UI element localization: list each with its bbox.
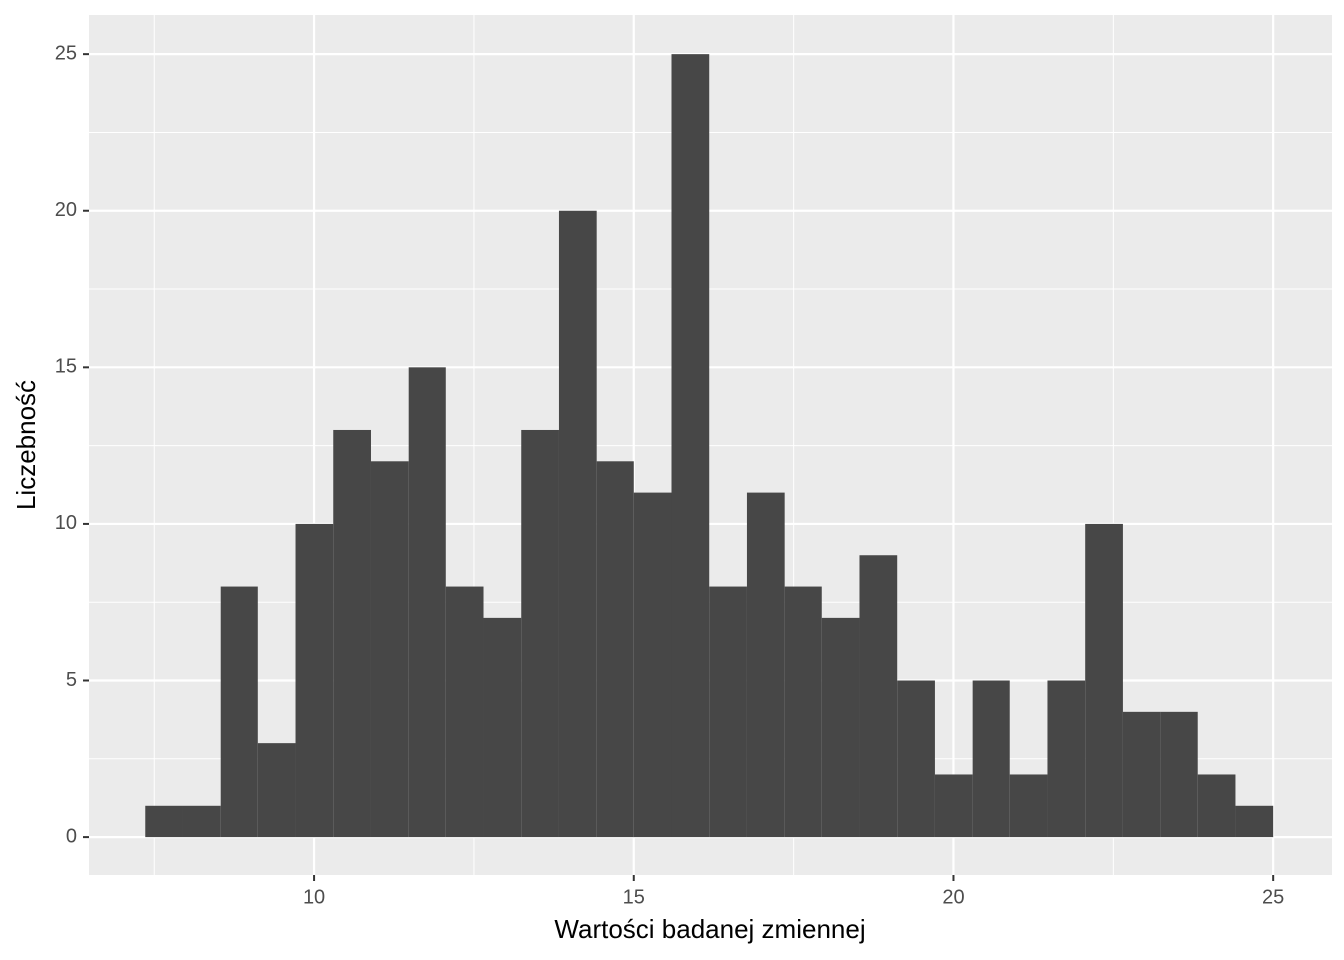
bar	[220, 586, 258, 838]
x-tick-label: 10	[303, 886, 325, 908]
bar	[821, 617, 860, 838]
bar	[1085, 523, 1123, 838]
bar	[295, 523, 334, 838]
bar	[408, 367, 446, 838]
bar	[521, 429, 559, 838]
bar	[1235, 805, 1274, 838]
bar	[1009, 774, 1048, 838]
y-tick-label: 20	[55, 199, 77, 221]
bar	[671, 54, 710, 838]
bar	[633, 492, 672, 838]
bar	[934, 774, 973, 838]
bar	[1197, 774, 1236, 838]
y-tick-label: 10	[55, 512, 77, 534]
bar	[257, 743, 296, 838]
y-tick-label: 15	[55, 356, 77, 378]
bar	[445, 586, 484, 838]
x-tick-label: 25	[1262, 886, 1284, 908]
bar	[145, 805, 183, 838]
bar	[596, 461, 634, 838]
x-axis-title: Wartości badanej zmiennej	[554, 914, 865, 944]
bar	[483, 617, 522, 838]
x-tick-label: 15	[623, 886, 645, 908]
bar	[746, 492, 785, 838]
bar	[333, 429, 371, 838]
y-tick-label: 0	[66, 825, 77, 847]
bar	[859, 555, 898, 838]
bar	[558, 210, 597, 838]
bar	[709, 586, 747, 838]
y-axis-title: Liczebność	[11, 380, 41, 510]
bar	[1047, 680, 1086, 838]
bar	[897, 680, 935, 838]
bar	[182, 805, 221, 838]
y-tick-label: 5	[66, 669, 77, 691]
bar	[1160, 711, 1198, 838]
bar	[370, 461, 409, 838]
bar	[972, 680, 1010, 838]
bar	[1122, 711, 1161, 838]
bar	[784, 586, 822, 838]
x-tick-label: 20	[942, 886, 964, 908]
y-tick-label: 25	[55, 42, 77, 64]
